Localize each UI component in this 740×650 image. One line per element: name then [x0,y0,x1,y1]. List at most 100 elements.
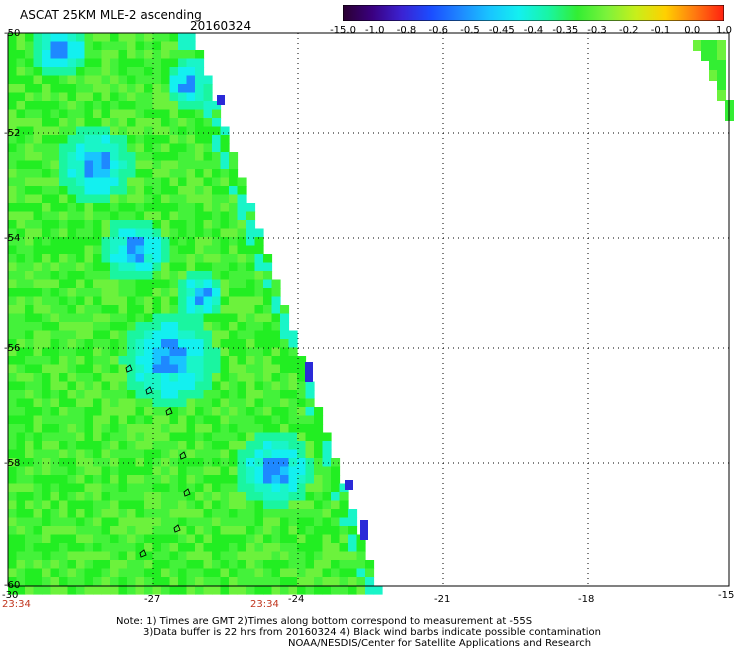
swath-pixel [25,356,35,366]
swath-pixel [365,585,375,595]
swath-pixel [212,347,222,357]
swath-pixel [101,492,111,502]
swath-pixel [220,143,230,153]
swath-pixel [110,534,120,544]
swath-pixel [110,194,120,204]
swath-pixel [254,543,264,553]
swath-pixel [212,313,222,323]
swath-pixel [84,288,94,298]
swath-pixel [161,475,171,485]
swath-pixel [178,517,188,527]
swath-pixel [33,237,43,247]
swath-pixel [212,526,222,536]
swath-pixel [110,101,120,111]
swath-pixel [93,194,103,204]
swath-pixel [203,415,213,425]
swath-pixel [67,415,77,425]
swath-pixel [76,500,86,510]
swath-pixel [76,483,86,493]
swath-pixel [254,296,264,306]
swath-pixel [50,356,60,366]
swath-pixel [229,398,239,408]
swath-pixel [178,483,188,493]
swath-pixel [16,135,26,145]
swath-pixel [144,356,154,366]
swath-pixel [280,483,290,493]
swath-pixel [76,118,86,128]
swath-pixel [59,67,69,77]
swath-pixel [297,509,307,519]
swath-pixel [84,262,94,272]
swath-pixel [186,296,196,306]
swath-pixel [42,339,52,349]
swath-pixel [8,152,18,162]
swath-pixel [178,492,188,502]
swath-pixel [280,322,290,332]
swath-pixel [237,177,247,187]
swath-pixel [118,585,128,595]
swath-pixel [144,186,154,196]
swath-pixel [25,305,35,315]
swath-pixel [186,407,196,417]
swath-pixel [246,585,256,595]
swath-pixel [16,543,26,553]
swath-pixel [110,271,120,281]
swath-pixel [314,568,324,578]
swath-pixel [195,262,205,272]
swath-pixel [237,432,247,442]
swath-pixel [195,347,205,357]
swath-pixel [701,50,710,61]
swath-pixel [152,288,162,298]
swath-pixel [263,296,273,306]
swath-pixel [271,305,281,315]
swath-pixel [314,424,324,434]
swath-pixel [237,364,247,374]
swath-pixel [212,560,222,570]
swath-pixel [118,152,128,162]
swath-pixel [195,483,205,493]
wind-barb [173,524,181,533]
swath-pixel [50,220,60,230]
swath-pixel [76,262,86,272]
swath-pixel [203,432,213,442]
swath-pixel [297,483,307,493]
swath-pixel [152,296,162,306]
y-tick-label: -54 [4,233,21,244]
swath-pixel [263,288,273,298]
swath-pixel [178,568,188,578]
swath-pixel [297,577,307,587]
swath-pixel [42,458,52,468]
swath-pixel [144,500,154,510]
swath-pixel [67,407,77,417]
swath-pixel [42,509,52,519]
swath-pixel [203,126,213,136]
swath-pixel [186,126,196,136]
swath-pixel [152,381,162,391]
swath-pixel [25,126,35,136]
swath-pixel [322,500,332,510]
swath-pixel [144,75,154,85]
swath-pixel [297,585,307,595]
swath-pixel [84,483,94,493]
swath-pixel [110,330,120,340]
swath-pixel [203,347,213,357]
swath-pixel [76,313,86,323]
swath-pixel [237,398,247,408]
swath-pixel [101,92,111,102]
swath-pixel [76,220,86,230]
swath-pixel [195,237,205,247]
swath-pixel [186,364,196,374]
map-date: 20160324 [190,19,252,33]
swath-pixel [25,152,35,162]
swath-pixel [229,415,239,425]
swath-pixel [16,560,26,570]
swath-pixel [220,441,230,451]
swath-pixel [288,373,298,383]
swath-pixel [50,126,60,136]
swath-pixel [59,33,69,43]
swath-pixel [263,568,273,578]
swath-pixel [135,33,145,43]
swath-pixel [229,245,239,255]
swath-pixel [101,407,111,417]
swath-pixel [254,466,264,476]
